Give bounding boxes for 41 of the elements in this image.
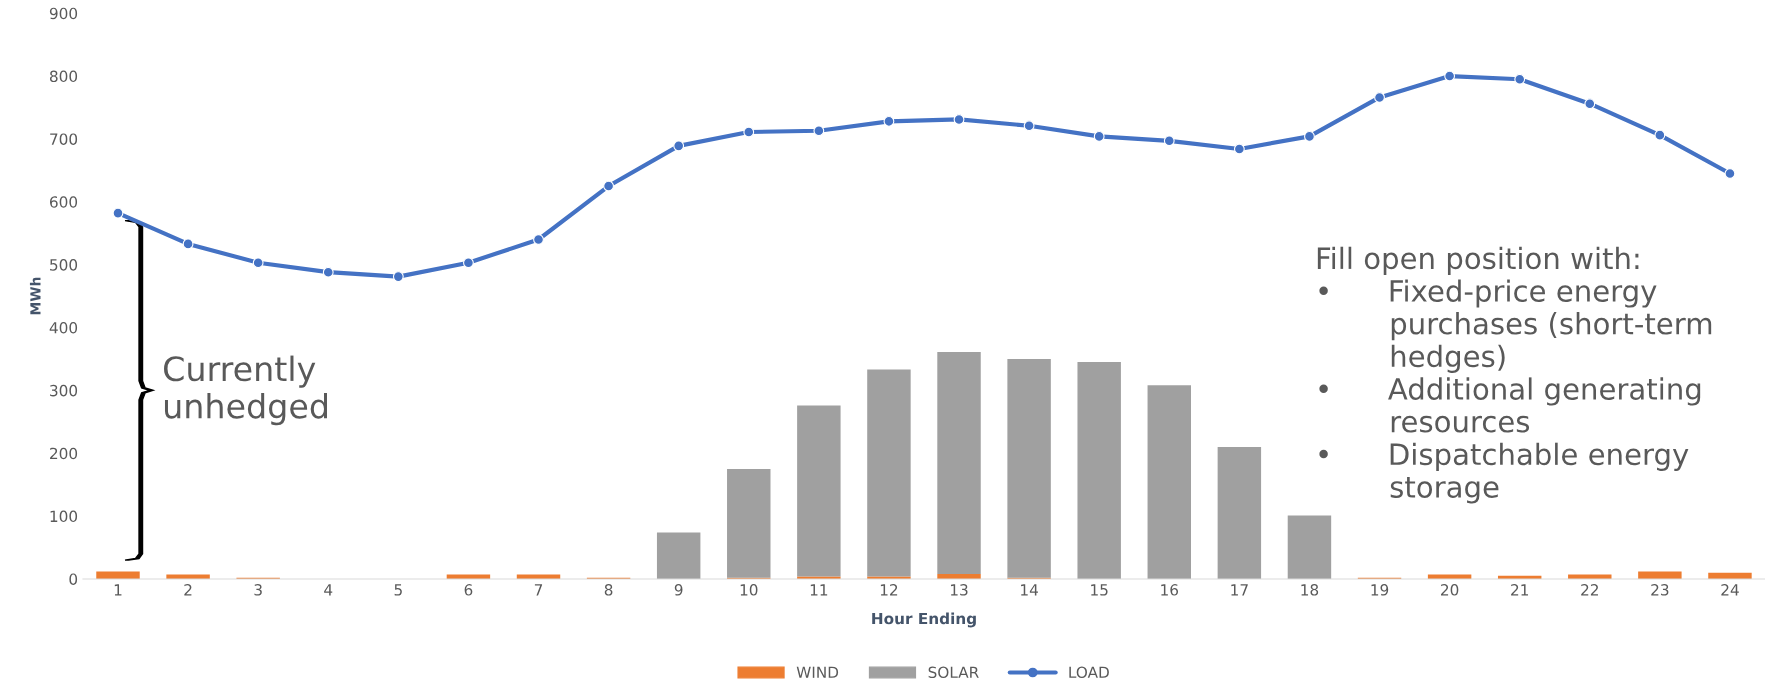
y-axis-title: MWh (29, 277, 41, 315)
x-tick-label: 1 (114, 584, 122, 596)
legend-label: LOAD (1069, 666, 1109, 679)
x-tick-label: 21 (1511, 584, 1529, 596)
x-tick-label: 8 (604, 584, 613, 596)
x-tick-label: 20 (1441, 584, 1459, 596)
x-tick-label: 24 (1721, 584, 1739, 596)
x-tick-label: 4 (324, 584, 333, 596)
x-tick-label: 12 (880, 584, 898, 596)
y-tick-label: 700 (50, 133, 78, 145)
x-tick-label: 13 (950, 584, 968, 596)
x-tick-label: 6 (464, 584, 473, 596)
y-tick-label: 800 (49, 70, 78, 83)
y-tick-label: 600 (50, 196, 78, 208)
annotation: Currently unhedged (164, 355, 327, 426)
annotation: Fill open position with: • Fixed-price energy purchases (short-term hedges) • Additional generating resources • Dispatchable energy storage (1317, 246, 1712, 504)
y-tick-label: 900 (49, 7, 78, 20)
y-tick-label: 200 (50, 447, 78, 460)
y-tick-label: 500 (50, 259, 78, 271)
legend-label: WIND (796, 666, 839, 678)
x-axis-title: Hour Ending (872, 612, 976, 628)
x-tick-label: 19 (1371, 584, 1389, 596)
x-tick-label: 16 (1161, 584, 1179, 596)
x-tick-label: 17 (1231, 584, 1248, 596)
x-tick-label: 3 (254, 584, 262, 596)
y-tick-label: 300 (50, 384, 78, 397)
x-tick-label: 7 (534, 584, 543, 596)
y-tick-label: 400 (49, 321, 78, 334)
x-tick-label: 14 (1021, 584, 1038, 596)
x-tick-label: 5 (394, 584, 402, 596)
y-tick-label: 0 (69, 573, 78, 585)
x-tick-label: 9 (674, 584, 683, 596)
x-tick-label: 18 (1301, 584, 1319, 596)
x-tick-label: 22 (1581, 584, 1598, 596)
x-tick-label: 10 (740, 584, 758, 596)
y-tick-label: 100 (50, 510, 78, 523)
x-tick-label: 23 (1651, 584, 1669, 596)
x-tick-label: 11 (810, 584, 828, 596)
legend-label: SOLAR (928, 666, 979, 679)
x-tick-label: 2 (184, 584, 192, 596)
x-tick-label: 15 (1091, 584, 1108, 596)
